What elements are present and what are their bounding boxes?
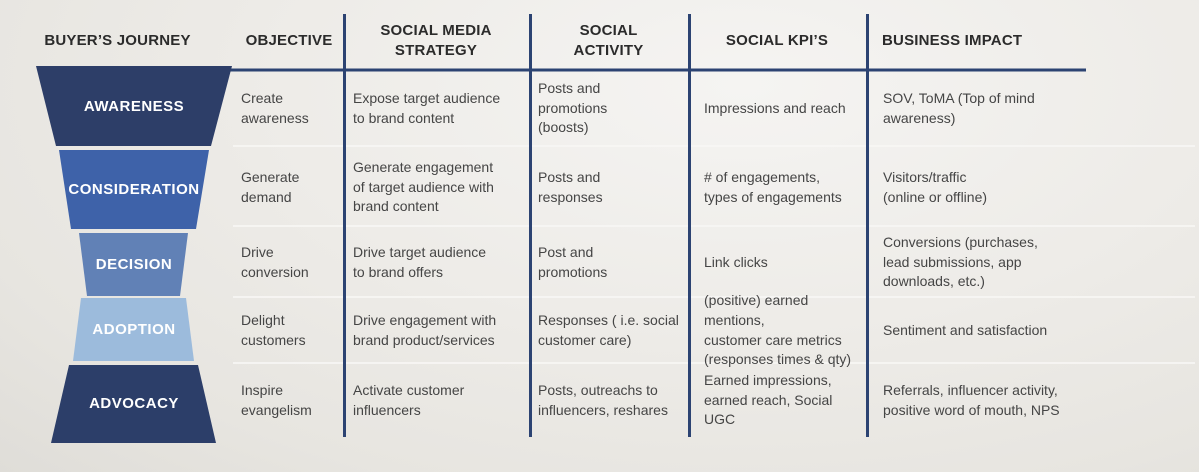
funnel-label-adoption: ADOPTION [92, 321, 176, 338]
cell-advocacy-strategy: Activate customer influencers [353, 381, 465, 418]
funnel-label-awareness: AWARENESS [83, 98, 185, 115]
cell-decision-kpi: Link clicks [704, 253, 768, 270]
cell-adoption-objective: Delight customers [241, 311, 306, 348]
cell-consideration-impact: Visitors/traffic (online or offline) [883, 168, 988, 205]
header-objective: OBJECTIVE [245, 31, 333, 49]
cell-decision-activity: Post and promotions [538, 243, 608, 280]
cell-consideration-objective: Generate demand [241, 168, 300, 205]
cell-advocacy-impact: Referrals, influencer activity, positive… [883, 381, 1060, 418]
funnel-segment-decision [79, 233, 188, 296]
cell-awareness-strategy: Expose target audience to brand content [353, 89, 501, 126]
funnel-label-advocacy: ADVOCACY [89, 395, 179, 412]
cell-advocacy-activity: Posts, outreachs to influencers, reshare… [538, 381, 668, 418]
header-social-media-strategy: SOCIAL MEDIA STRATEGY [380, 22, 492, 59]
cell-adoption-activity: Responses ( i.e. social customer care) [538, 311, 679, 348]
cell-adoption-impact: Sentiment and satisfaction [883, 321, 1048, 338]
cell-advocacy-objective: Inspire evangelism [241, 381, 312, 418]
header-social-activity: SOCIAL ACTIVITY [573, 22, 644, 59]
cell-awareness-activity: Posts and promotions (boosts) [538, 80, 608, 136]
cell-adoption-kpi: (positive) earned mentions, customer car… [704, 292, 852, 368]
cell-awareness-objective: Create awareness [241, 89, 309, 126]
cell-awareness-impact: SOV, ToMA (Top of mind awareness) [883, 89, 1035, 126]
cell-awareness-kpi: Impressions and reach [704, 99, 846, 116]
funnel-label-decision: DECISION [95, 256, 173, 273]
cell-consideration-activity: Posts and responses [538, 168, 603, 205]
header-business-impact: BUSINESS IMPACT [882, 31, 1023, 49]
header-buyers-journey: BUYER’S JOURNEY [44, 31, 191, 49]
funnel-segment-awareness [36, 66, 232, 146]
cell-advocacy-kpi: Earned impressions, earned reach, Social… [704, 372, 833, 428]
cell-decision-impact: Conversions (purchases, lead submissions… [883, 234, 1038, 290]
cell-consideration-kpi: # of engagements, types of engagements [704, 168, 842, 205]
cell-adoption-strategy: Drive engagement with brand product/serv… [353, 311, 497, 348]
journey-table: BUYER’S JOURNEY OBJECTIVE SOCIAL MEDIA S… [44, 22, 1060, 428]
funnel-segment-advocacy [51, 365, 216, 443]
cell-consideration-strategy: Generate engagement of target audience w… [353, 159, 494, 215]
cell-decision-strategy: Drive target audience to brand offers [353, 243, 487, 280]
cell-decision-objective: Drive conversion [241, 243, 309, 280]
funnel-segment-consideration [59, 150, 209, 229]
header-social-kpis: SOCIAL KPI’S [725, 31, 829, 49]
funnel-segment-adoption [73, 298, 194, 361]
funnel-label-consideration: CONSIDERATION [68, 181, 200, 198]
